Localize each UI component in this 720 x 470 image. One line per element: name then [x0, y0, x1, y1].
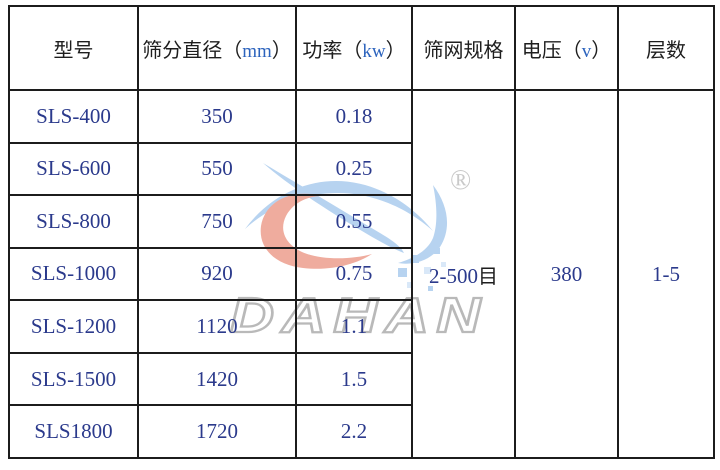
- cell-model: SLS-400: [8, 89, 139, 144]
- cell-model: SLS-600: [8, 141, 139, 197]
- table-row: SLS-400 350 0.18 2-500目 380 1-5: [8, 89, 715, 459]
- table-row: SLS-1200 1120 1.1: [8, 299, 714, 354]
- voltage-value: 380: [550, 261, 583, 286]
- header-unit: mm: [242, 40, 272, 62]
- cell-diameter: 1420: [137, 351, 297, 407]
- header-cell-model: 型号: [8, 5, 139, 91]
- cell-power: 0.55: [295, 194, 413, 249]
- header-label-suffix: ）: [385, 39, 406, 62]
- header-label-suffix: ）: [271, 39, 292, 62]
- cell-voltage: 380: [514, 89, 619, 459]
- cell-power: 1.5: [295, 351, 413, 407]
- cell-diameter: 750: [137, 194, 297, 249]
- cell-model: SLS1800: [8, 404, 139, 459]
- table-row: SLS1800 1720 2.2: [8, 404, 714, 459]
- header-cell-layers: 层数: [617, 5, 715, 91]
- mesh-value: 2-500: [429, 263, 478, 288]
- cell-model: SLS-1000: [8, 246, 139, 302]
- header-label: 功率（: [302, 39, 363, 62]
- cell-diameter: 350: [137, 89, 297, 144]
- header-unit: v: [581, 40, 592, 62]
- cell-diameter: 550: [137, 141, 297, 197]
- header-label: 层数: [646, 39, 686, 62]
- header-label: 型号: [53, 39, 94, 62]
- cell-diameter: 920: [137, 246, 297, 302]
- header-label: 筛网规格: [423, 39, 504, 62]
- header-cell-power: 功率（kw）: [295, 5, 413, 91]
- cell-power: 2.2: [295, 404, 413, 459]
- header-unit: kw: [362, 40, 386, 62]
- spec-table: 型号 筛分直径（mm） 功率（kw） 筛网规格 电压（v） 层数 SLS-400…: [8, 5, 715, 459]
- cell-diameter: 1120: [137, 299, 297, 354]
- header-cell-voltage: 电压（v）: [514, 5, 619, 91]
- cell-model: SLS-800: [8, 194, 139, 249]
- header-cell-diameter: 筛分直径（mm）: [137, 5, 297, 91]
- cell-power: 0.75: [295, 246, 413, 302]
- cell-model: SLS-1200: [8, 299, 139, 354]
- layers-value: 1-5: [652, 261, 680, 286]
- table-row: SLS-1500 1420 1.5: [8, 351, 714, 407]
- cell-mesh-spec: 2-500目: [411, 89, 516, 459]
- cell-layers: 1-5: [617, 89, 715, 459]
- header-label: 电压（: [521, 39, 582, 62]
- header-label: 筛分直径（: [142, 39, 243, 62]
- header-label-suffix: ）: [591, 39, 612, 62]
- cell-diameter: 1720: [137, 404, 297, 459]
- cell-model: SLS-1500: [8, 351, 139, 407]
- cell-power: 1.1: [295, 299, 413, 354]
- mesh-unit: 目: [478, 265, 498, 288]
- cell-power: 0.25: [295, 141, 413, 197]
- header-cell-mesh-spec: 筛网规格: [411, 5, 516, 91]
- header-row: 型号 筛分直径（mm） 功率（kw） 筛网规格 电压（v） 层数: [8, 5, 715, 91]
- cell-power: 0.18: [295, 89, 413, 144]
- table-body: SLS-400 350 0.18 2-500目 380 1-5 SLS-600 550 0.25…: [8, 89, 715, 459]
